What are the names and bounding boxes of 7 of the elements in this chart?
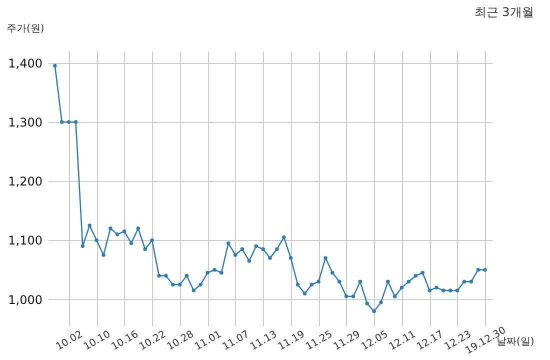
chart-title: 최근 3개월 bbox=[474, 5, 534, 19]
y-tick-label: 1,400 bbox=[8, 56, 42, 70]
y-tick-label: 1,200 bbox=[8, 174, 42, 189]
y-tick-label: 1,300 bbox=[8, 115, 42, 130]
y-axis-title: 주가(원) bbox=[6, 24, 44, 34]
y-tick-label: 1,000 bbox=[8, 292, 42, 307]
y-tick-label: 1,100 bbox=[8, 234, 42, 248]
